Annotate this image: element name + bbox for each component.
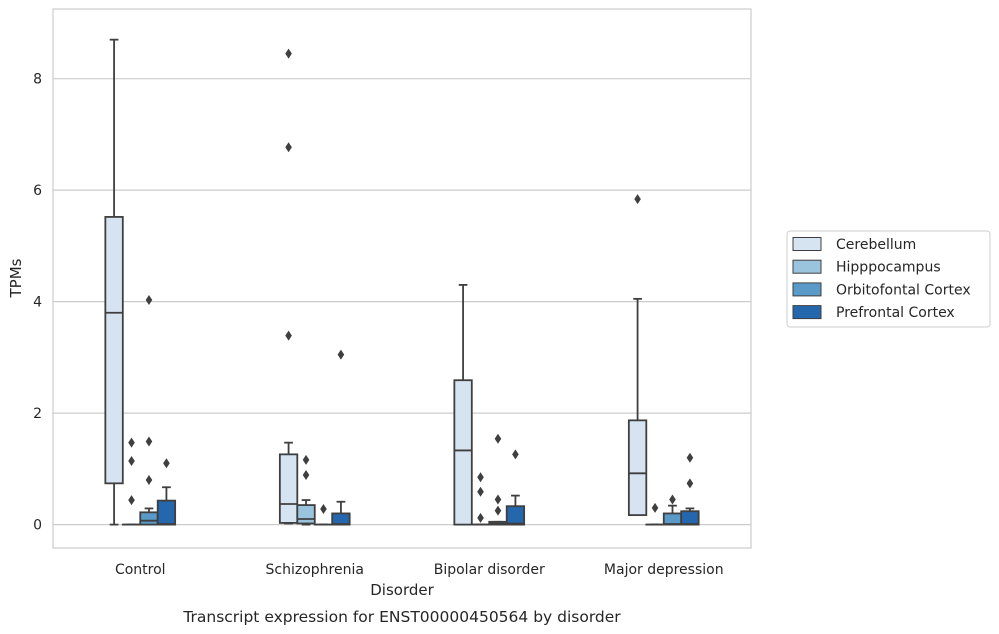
outlier-point (686, 452, 694, 463)
outlier-point (512, 449, 519, 460)
y-tick-label: 2 (33, 406, 42, 422)
box-0-2 (139, 294, 159, 526)
x-axis-ticks: Control Schizophrenia Bipolar disorder Majo… (115, 562, 724, 578)
box-iqr (453, 379, 473, 526)
legend: Cerebellum Hipppocampus Orbitofontal Corte… (786, 230, 991, 328)
box-1-0 (278, 48, 299, 525)
outlier-point (128, 495, 135, 506)
legend-label: Hipppocampus (836, 260, 941, 276)
outlier-point (302, 454, 310, 465)
y-tick-label: 0 (33, 518, 42, 534)
chart-caption: Transcript expression for ENST0000045056… (182, 608, 621, 626)
outlier-point (128, 456, 135, 467)
box-2-2 (488, 433, 508, 526)
legend-label: Orbitofontal Cortex (836, 282, 971, 298)
box-iqr (505, 505, 526, 526)
outlier-point (337, 349, 345, 360)
legend-swatch (792, 259, 822, 274)
box-3-1 (645, 502, 665, 526)
box-2-3 (505, 449, 526, 526)
box-iqr (680, 510, 700, 526)
legend-swatch (792, 305, 822, 320)
x-tick-label: Schizophrenia (266, 562, 364, 578)
legend-items: Cerebellum Hipppocampus Orbitofontal Corte… (792, 237, 971, 321)
box-1-1 (296, 454, 316, 526)
legend-label: Cerebellum (836, 237, 916, 253)
x-tick-label: Bipolar disorder (434, 562, 545, 578)
box-3-2 (662, 494, 683, 526)
y-axis-ticks: 0 2 4 6 8 (33, 72, 42, 534)
box-iqr (627, 419, 648, 517)
y-tick-label: 4 (33, 295, 42, 311)
box-iqr (139, 511, 159, 526)
box-iqr (104, 216, 124, 485)
legend-swatch (792, 237, 822, 251)
outlier-point (651, 502, 659, 513)
outlier-point (477, 472, 484, 483)
outlier-point (686, 478, 694, 489)
box-0-0 (104, 38, 124, 526)
box-iqr (278, 453, 299, 524)
outlier-point (285, 48, 292, 59)
box-1-3 (331, 349, 351, 526)
box-2-0 (453, 284, 473, 526)
outlier-point (285, 330, 292, 341)
outlier-point (669, 494, 676, 505)
outlier-point (128, 437, 135, 448)
box-0-1 (121, 437, 142, 526)
x-axis-label: Disorder (370, 581, 434, 599)
legend-frame (786, 230, 991, 328)
box-iqr (296, 504, 316, 525)
outlier-point (145, 474, 153, 485)
y-tick-label: 8 (33, 72, 42, 88)
box-3-3 (680, 452, 700, 526)
gridlines (53, 78, 751, 526)
outlier-point (494, 494, 502, 505)
outlier-point (494, 505, 502, 516)
plot-area-frame (52, 8, 752, 549)
box-iqr (156, 499, 177, 526)
outlier-point (477, 486, 484, 497)
boxes (104, 38, 700, 526)
outlier-point (320, 503, 327, 514)
box-iqr (331, 512, 351, 526)
box-2-1 (470, 472, 491, 526)
outlier-point (145, 294, 153, 305)
outlier-point (145, 436, 153, 447)
outlier-point (494, 433, 502, 444)
outlier-point (634, 194, 641, 205)
outlier-point (477, 512, 484, 523)
outlier-point (163, 458, 170, 469)
box-1-2 (313, 503, 334, 526)
legend-swatch (792, 282, 822, 297)
y-axis-label: TPMs (7, 258, 25, 298)
legend-label: Prefrontal Cortex (836, 305, 955, 321)
outlier-point (285, 142, 292, 153)
box-0-3 (156, 458, 177, 526)
x-tick-label: Major depression (604, 562, 724, 578)
box-iqr (662, 512, 683, 526)
x-tick-label: Control (115, 562, 166, 578)
y-tick-label: 6 (33, 183, 42, 199)
outlier-point (302, 469, 310, 480)
box-3-0 (627, 194, 648, 517)
